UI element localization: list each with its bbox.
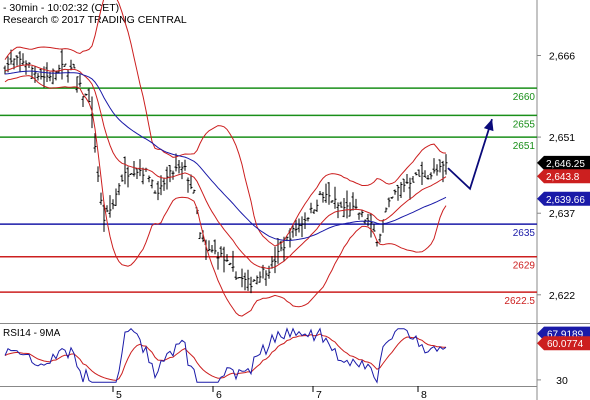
projection-arrowhead	[483, 119, 494, 132]
price-tick-label: 2,637	[549, 208, 575, 220]
price-tag-label: 2,643.8	[546, 172, 580, 183]
price-tick-label: 2,651	[549, 132, 575, 144]
fast-moving-average	[4, 64, 447, 270]
price-bars	[3, 49, 448, 294]
bollinger-upper-band	[4, 0, 447, 247]
rsi-line	[4, 327, 447, 384]
level-label: 2660	[513, 92, 536, 103]
level-label: 2622.5	[504, 296, 535, 307]
time-tick-label: 5	[116, 389, 122, 400]
price-tag-label: 2,646.25	[546, 159, 585, 170]
price-tag-label: 2,639.66	[546, 195, 585, 206]
price-tick-label: 2,666	[549, 51, 575, 63]
time-tick-label: 7	[316, 389, 322, 400]
rsi-ma-line	[4, 333, 446, 381]
rsi-tag	[537, 336, 590, 351]
projection-line	[447, 118, 493, 191]
bollinger-lower-band	[4, 75, 447, 317]
rsi-title: RSI14 - 9MA	[3, 328, 61, 339]
axes: 2,666 2,651 2,637 2,622 5 6 7 8 2,646.25 2,643.8 2…	[112, 51, 590, 400]
slow-moving-average	[4, 70, 447, 242]
chart-header-copyright: Research © 2017 TRADING CENTRAL	[3, 14, 187, 26]
price-tick-label: 2,622	[549, 290, 575, 302]
price-tag	[537, 191, 590, 206]
level-label: 2635	[513, 228, 536, 239]
price-tag	[537, 169, 590, 184]
rsi-tick-label: 30	[556, 375, 568, 387]
rsi-tag-label: 67.9189	[547, 330, 584, 341]
time-tick-label: 6	[216, 389, 222, 400]
level-label: 2651	[513, 141, 536, 152]
price-tag	[537, 155, 590, 170]
level-label: 2655	[513, 119, 536, 130]
time-tick-label: 8	[421, 389, 427, 400]
price-panel: 2660 2655 2651 2635 2629 2622.5	[0, 0, 537, 317]
level-label: 2629	[513, 261, 536, 272]
rsi-tag-label: 60.0774	[547, 339, 584, 350]
rsi-panel: RSI14 - 9MA	[3, 327, 447, 384]
chart-header-timeframe: - 30min - 10:02:32 (CET)	[3, 2, 119, 14]
